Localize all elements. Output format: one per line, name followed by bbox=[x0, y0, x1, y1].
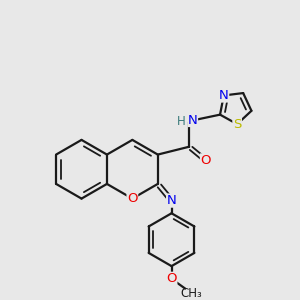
Text: O: O bbox=[166, 272, 177, 285]
Text: O: O bbox=[200, 154, 211, 167]
Text: S: S bbox=[233, 118, 241, 130]
Text: N: N bbox=[219, 89, 229, 102]
Text: O: O bbox=[127, 192, 138, 205]
Text: CH₃: CH₃ bbox=[180, 287, 202, 300]
Text: N: N bbox=[167, 194, 176, 207]
Text: N: N bbox=[188, 114, 198, 127]
Text: H: H bbox=[177, 115, 186, 128]
